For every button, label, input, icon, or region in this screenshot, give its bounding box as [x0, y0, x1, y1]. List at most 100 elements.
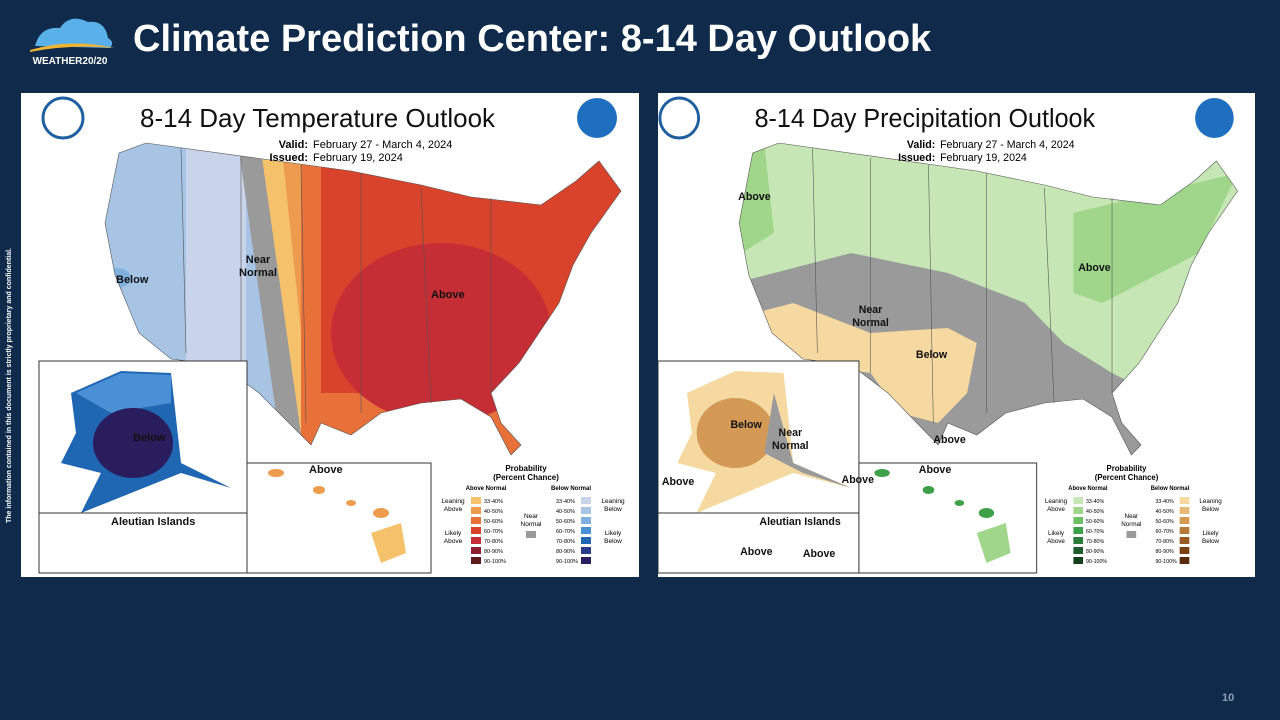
- legend-swatch: [581, 497, 591, 504]
- legend-range: 33-40%: [556, 499, 575, 505]
- page-number: 10: [1222, 692, 1235, 704]
- legend-range: 60-70%: [1156, 529, 1174, 535]
- region-label: Aleutian Islands: [111, 516, 195, 528]
- legend-swatch: [471, 517, 481, 524]
- valid-label: Valid:: [279, 139, 308, 151]
- legend-swatch: [1073, 517, 1084, 524]
- legend-swatch: [1073, 497, 1084, 504]
- alaska-zone: [76, 373, 171, 413]
- region-label: Near: [859, 304, 883, 316]
- aleutian-inset: [658, 512, 860, 574]
- legend-swatch: [1073, 557, 1084, 564]
- issued-label: Issued:: [269, 152, 308, 164]
- doc-seal: [41, 96, 85, 140]
- legend-title: Probability: [1107, 464, 1148, 473]
- region-label: Below: [133, 432, 166, 444]
- legend-swatch: [471, 557, 481, 564]
- region-label: Normal: [239, 267, 277, 279]
- legend-range: 80-90%: [1156, 549, 1174, 555]
- legend-range: 90-100%: [1086, 559, 1107, 565]
- legend-group-label: Likely: [1203, 530, 1220, 537]
- legend-swatch: [471, 507, 481, 514]
- legend-range: 50-60%: [484, 519, 503, 525]
- legend-swatch: [1073, 547, 1084, 554]
- legend-swatch: [1179, 537, 1190, 544]
- hawaii-inset: [858, 462, 1038, 574]
- map-title: 8-14 Day Temperature Outlook: [140, 103, 496, 133]
- legend-swatch: [471, 527, 481, 534]
- legend-range: 60-70%: [484, 529, 503, 535]
- legend-swatch: [1073, 527, 1084, 534]
- legend-range: 90-100%: [484, 559, 506, 565]
- legend-swatch: [526, 531, 536, 538]
- region-label: Near: [246, 254, 271, 266]
- legend-swatch: [581, 557, 591, 564]
- region-label: Above: [803, 548, 835, 560]
- legend-swatch: [471, 537, 481, 544]
- hawaii: [268, 469, 406, 563]
- legend-group-label: Above: [444, 538, 463, 545]
- region-label: Above: [740, 546, 772, 558]
- legend-range: 70-80%: [1156, 539, 1174, 545]
- legend-header: Below Normal: [1151, 486, 1190, 492]
- hawaii: [874, 469, 1011, 563]
- legend-header: Below Normal: [551, 486, 591, 492]
- legend-header: Above Normal: [466, 486, 507, 492]
- state-lines: [738, 142, 1238, 456]
- alaska-zone: [93, 408, 173, 478]
- legend-swatch: [1179, 507, 1190, 514]
- legend-range: 60-70%: [1086, 529, 1104, 535]
- legend-swatch: [1073, 507, 1084, 514]
- legend-header: Above Normal: [1068, 486, 1107, 492]
- noaa-logo: [577, 98, 617, 138]
- legend-group-label: Near: [1125, 513, 1139, 520]
- legend-swatch: [1179, 557, 1190, 564]
- temperature-map: 8-14 Day Temperature Outlook Valid: Februa…: [21, 93, 639, 577]
- legend-range: 70-80%: [484, 539, 503, 545]
- legend-group-label: Leaning: [1045, 498, 1068, 505]
- legend-group-label: Below: [1202, 538, 1219, 545]
- region-label: Above: [662, 476, 694, 488]
- legend-range: 70-80%: [556, 539, 575, 545]
- noaa-logo: [1195, 98, 1234, 138]
- legend-group-label: Leaning: [1199, 498, 1222, 505]
- legend-group-label: Above: [444, 506, 463, 513]
- legend-range: 90-100%: [1156, 559, 1177, 565]
- legend-swatch: [1126, 531, 1137, 538]
- legend-swatch: [471, 497, 481, 504]
- legend-swatch: [581, 527, 591, 534]
- region-label: Near: [779, 427, 803, 439]
- legend-title: Probability: [505, 464, 547, 473]
- legend-group-label: Below: [1202, 506, 1219, 513]
- legend-range: 33-40%: [1086, 499, 1104, 505]
- legend-swatch: [1179, 527, 1190, 534]
- legend-group-label: Likely: [1048, 530, 1065, 537]
- valid-date: February 27 - March 4, 2024: [313, 139, 452, 151]
- region-label: Above: [738, 191, 770, 203]
- legend-range: 40-50%: [484, 509, 503, 515]
- legend-group-label: Leaning: [601, 498, 625, 505]
- legend-range: 33-40%: [1156, 499, 1174, 505]
- legend-group-label: Below: [604, 538, 622, 545]
- legend-range: 60-70%: [556, 529, 575, 535]
- valid-date: February 27 - March 4, 2024: [940, 139, 1074, 151]
- region-label: Above: [933, 434, 965, 446]
- legend-swatch: [1179, 517, 1190, 524]
- aleutian-inset: [38, 512, 248, 574]
- doc-seal: [658, 96, 701, 140]
- region-label: Above: [842, 474, 874, 486]
- logo: WEATHER20/20: [30, 18, 115, 67]
- hawaii-inset: [246, 462, 432, 574]
- legend-range: 40-50%: [556, 509, 575, 515]
- region-label: Normal: [772, 440, 809, 452]
- issued-date: February 19, 2024: [313, 152, 403, 164]
- valid-label: Valid:: [907, 139, 935, 151]
- alaska-zone: [696, 398, 774, 468]
- side-note: The information contained in this docume…: [6, 248, 13, 523]
- legend-group-label: Normal: [1121, 521, 1141, 528]
- legend-range: 50-60%: [1086, 519, 1104, 525]
- legend-range: 40-50%: [1156, 509, 1174, 515]
- region-label: Aleutian Islands: [759, 516, 840, 528]
- legend-swatch: [581, 517, 591, 524]
